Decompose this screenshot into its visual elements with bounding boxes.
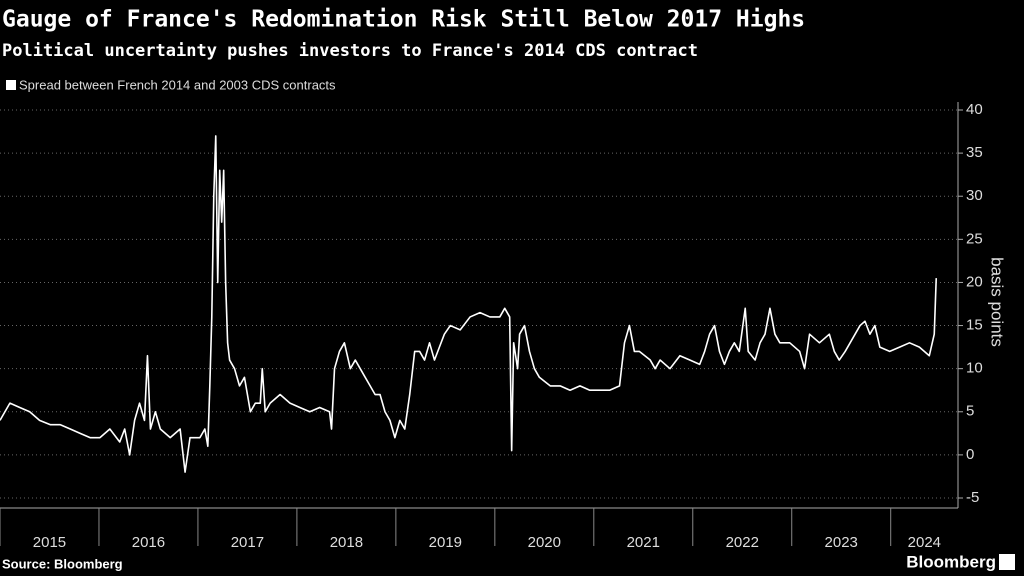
series-line [0, 135, 938, 473]
x-tick-label: 2017 [231, 534, 264, 551]
y-axis-label: basis points [988, 257, 1007, 347]
x-tick-label: 2015 [33, 534, 66, 551]
x-tick-label: 2020 [528, 534, 561, 551]
x-tick-label: 2022 [726, 534, 759, 551]
y-tick-label: 0 [966, 446, 974, 463]
y-tick-label: -5 [966, 489, 979, 506]
legend-swatch [6, 80, 16, 90]
x-tick-label: 2018 [330, 534, 363, 551]
y-tick-label: 15 [966, 317, 983, 334]
x-tick-label: 2019 [429, 534, 462, 551]
x-tick-label: 2021 [627, 534, 660, 551]
brand: Bloomberg [906, 552, 996, 571]
y-tick-label: 20 [966, 273, 983, 290]
y-tick-label: 40 [966, 101, 983, 118]
brand-icon [999, 554, 1015, 570]
y-tick-label: 5 [966, 403, 974, 420]
chart-subtitle: Political uncertainty pushes investors t… [2, 41, 698, 61]
x-tick-label: 2023 [825, 534, 858, 551]
x-tick-label: 2016 [132, 534, 165, 551]
chart-title: Gauge of France's Redomination Risk Stil… [2, 7, 805, 33]
y-tick-label: 25 [966, 230, 983, 247]
x-tick-label: 2024 [908, 534, 941, 551]
y-tick-label: 35 [966, 144, 983, 161]
source: Source: Bloomberg [2, 556, 123, 571]
legend-label: Spread between French 2014 and 2003 CDS … [19, 77, 336, 92]
y-tick-label: 10 [966, 360, 983, 377]
y-tick-label: 30 [966, 187, 983, 204]
